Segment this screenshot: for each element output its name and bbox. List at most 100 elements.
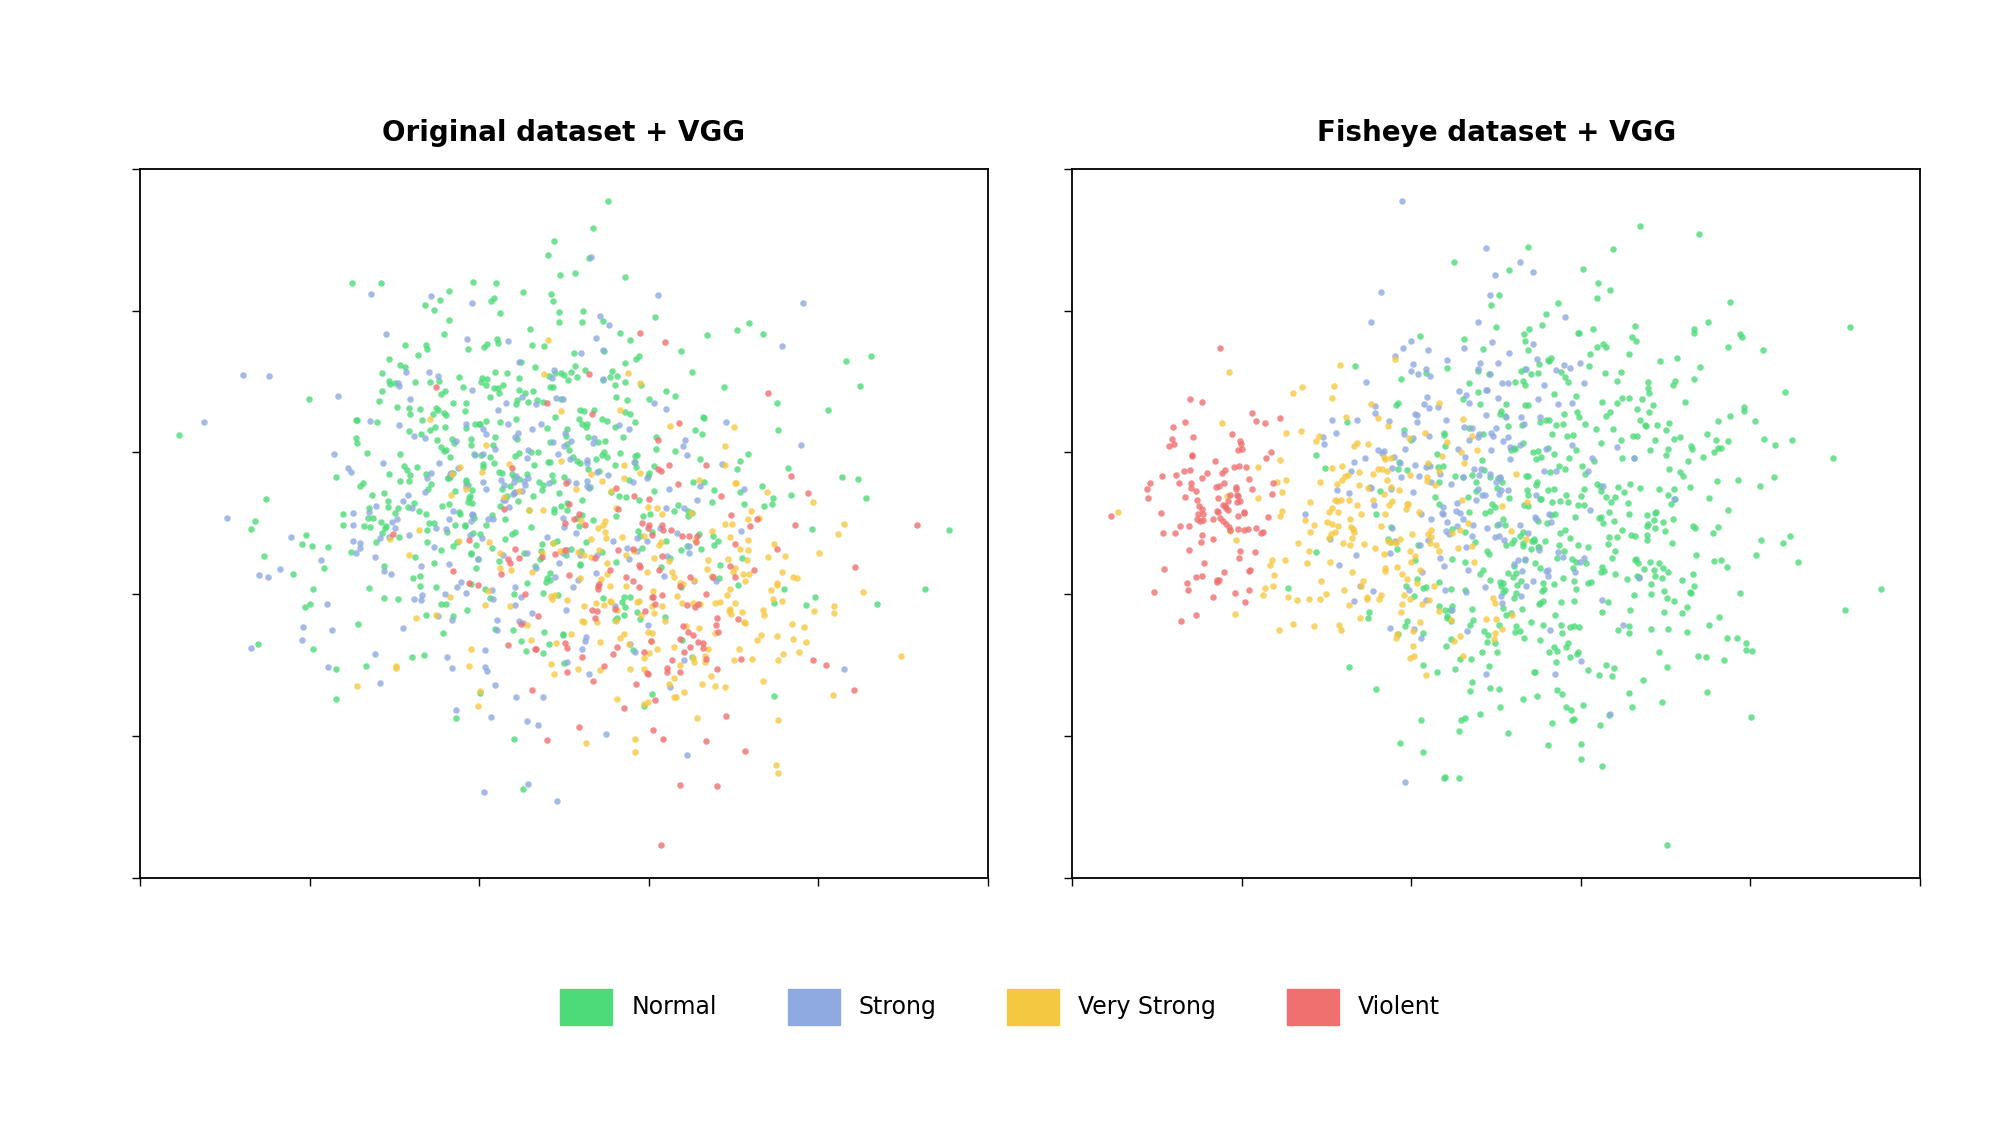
Point: [1600, 394, 1632, 412]
Point: [758, 594, 790, 612]
Point: [514, 443, 546, 461]
Point: [648, 333, 680, 351]
Point: [1464, 565, 1496, 583]
Point: [1528, 574, 1560, 592]
Point: [1628, 560, 1660, 578]
Point: [1456, 673, 1488, 691]
Point: [496, 466, 528, 484]
Point: [436, 502, 468, 520]
Point: [1180, 482, 1212, 500]
Point: [1656, 495, 1688, 513]
Point: [674, 568, 706, 586]
Point: [728, 495, 760, 513]
Point: [1372, 470, 1404, 488]
Point: [514, 518, 546, 536]
Point: [1222, 520, 1254, 538]
Point: [368, 557, 400, 575]
Point: [452, 493, 484, 511]
Point: [1566, 457, 1598, 475]
Point: [428, 325, 460, 343]
Point: [352, 510, 384, 528]
Point: [714, 557, 746, 575]
Point: [1638, 396, 1670, 414]
Point: [1600, 438, 1632, 456]
Point: [336, 273, 368, 291]
Point: [714, 579, 746, 597]
Point: [1674, 478, 1706, 496]
Point: [568, 402, 600, 420]
Point: [548, 468, 580, 486]
Point: [1312, 513, 1344, 531]
Point: [690, 650, 722, 668]
Point: [456, 294, 488, 312]
Point: [1376, 532, 1408, 550]
Point: [1708, 650, 1740, 668]
Point: [1156, 431, 1188, 449]
Point: [364, 674, 396, 692]
Point: [608, 699, 640, 717]
Point: [1170, 413, 1202, 431]
Point: [620, 742, 652, 760]
Point: [884, 647, 916, 665]
Point: [638, 604, 670, 622]
Point: [384, 377, 416, 395]
Point: [1482, 353, 1514, 371]
Point: [1380, 350, 1412, 368]
Point: [1744, 531, 1776, 549]
Point: [600, 609, 632, 627]
Point: [1428, 582, 1460, 600]
Point: [446, 573, 478, 591]
Point: [1452, 375, 1484, 393]
Point: [850, 488, 882, 506]
Point: [516, 487, 548, 505]
Point: [1488, 582, 1520, 600]
Point: [226, 367, 258, 385]
Point: [536, 534, 568, 552]
Point: [450, 516, 482, 534]
Point: [1368, 562, 1400, 580]
Point: [1516, 366, 1548, 384]
Point: [1528, 532, 1560, 550]
Point: [366, 524, 398, 542]
Point: [628, 698, 660, 716]
Point: [1520, 472, 1552, 490]
Point: [1320, 523, 1352, 541]
Point: [1506, 562, 1538, 580]
Point: [1286, 422, 1318, 440]
Point: [1242, 458, 1274, 476]
Point: [1522, 390, 1554, 408]
Point: [338, 516, 370, 534]
Point: [1518, 530, 1550, 548]
Point: [646, 462, 678, 480]
Point: [1374, 544, 1406, 562]
Point: [788, 618, 820, 636]
Point: [432, 648, 464, 666]
Point: [1438, 253, 1470, 271]
Point: [1180, 568, 1212, 586]
Point: [1356, 465, 1388, 483]
Point: [1594, 705, 1626, 723]
Point: [1462, 360, 1494, 378]
Point: [612, 471, 644, 489]
Point: [600, 612, 632, 630]
Point: [586, 542, 618, 560]
Point: [492, 549, 524, 567]
Point: [498, 585, 530, 603]
Point: [1504, 526, 1536, 544]
Point: [476, 580, 508, 598]
Point: [492, 415, 524, 433]
Point: [1308, 434, 1340, 452]
Point: [450, 585, 482, 603]
Point: [1510, 396, 1542, 414]
Point: [482, 462, 514, 480]
Point: [552, 654, 584, 672]
Point: [436, 538, 468, 556]
Point: [1408, 742, 1440, 760]
Point: [1606, 449, 1638, 467]
Point: [536, 369, 568, 387]
Point: [1216, 425, 1248, 443]
Point: [690, 585, 722, 603]
Point: [1184, 497, 1216, 515]
Point: [460, 446, 492, 463]
Point: [466, 369, 498, 387]
